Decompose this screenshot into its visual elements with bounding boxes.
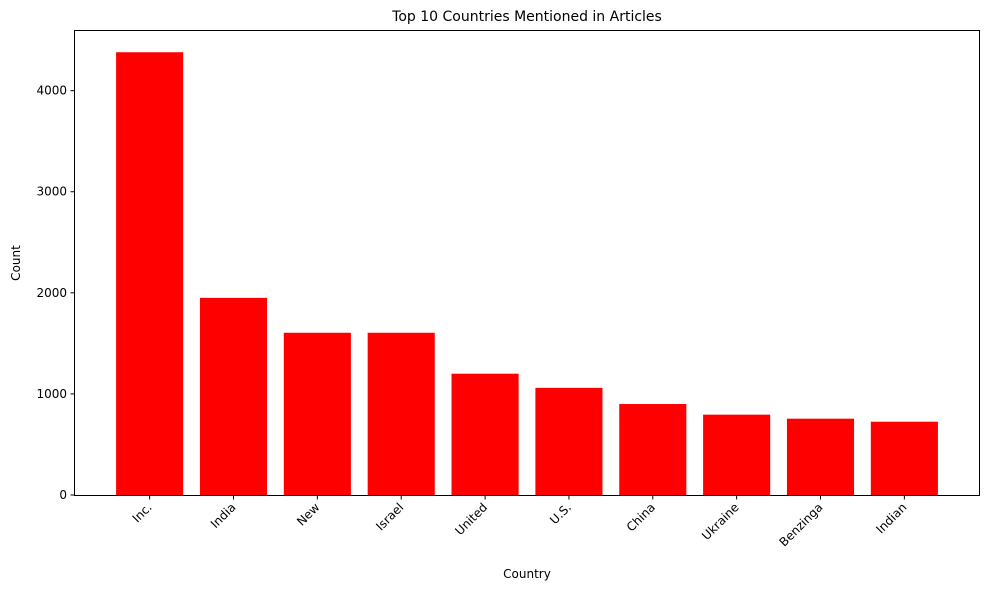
- x-tick-label: United: [452, 500, 490, 538]
- x-axis: Inc. India New Israel United U.S. China Ukraine…: [130, 495, 909, 549]
- y-axis-label: Count: [9, 245, 23, 281]
- bar-u-s: [535, 387, 603, 495]
- x-tick-label: U.S.: [547, 500, 574, 527]
- x-tick-label: India: [208, 500, 239, 531]
- y-tick-label: 0: [59, 488, 67, 502]
- y-tick-label: 2000: [36, 286, 67, 300]
- x-tick-label: New: [294, 500, 323, 529]
- bar-india: [199, 297, 268, 495]
- bar-israel: [367, 332, 435, 495]
- x-tick-label: China: [624, 500, 658, 534]
- x-tick-label: Inc.: [130, 500, 155, 525]
- bar-china: [619, 404, 687, 495]
- x-tick-label: Benzinga: [777, 500, 826, 549]
- bar-benzinga: [786, 418, 855, 495]
- bars-group: [116, 52, 938, 496]
- bar-indian: [870, 421, 938, 495]
- y-axis: 0 1000 2000 3000 4000: [36, 84, 75, 502]
- bar-ukraine: [703, 414, 771, 495]
- y-tick-label: 3000: [36, 185, 67, 199]
- x-axis-label: Country: [503, 567, 551, 581]
- y-tick-label: 4000: [36, 84, 67, 98]
- bar-inc: [116, 52, 184, 496]
- x-tick-label: Ukraine: [699, 500, 742, 543]
- plot-frame: [74, 30, 980, 496]
- y-tick-label: 1000: [36, 387, 67, 401]
- bar-new: [283, 332, 351, 495]
- x-tick-label: Israel: [373, 500, 406, 533]
- bar-united: [451, 373, 519, 495]
- chart-title: Top 10 Countries Mentioned in Articles: [391, 9, 662, 25]
- x-tick-label: Indian: [873, 500, 909, 536]
